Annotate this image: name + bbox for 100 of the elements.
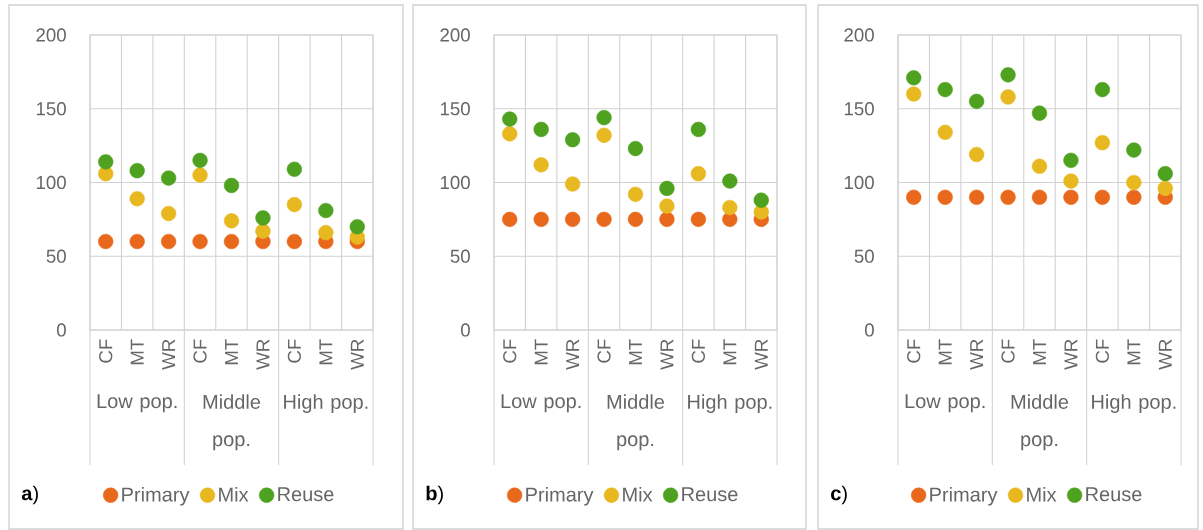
point <box>969 93 985 109</box>
point <box>906 86 922 102</box>
point <box>1063 152 1079 168</box>
text: Middle pop. <box>607 394 665 451</box>
point <box>722 173 738 189</box>
point <box>1000 189 1016 205</box>
y-tick-label: 150 <box>844 102 874 116</box>
x-tick-label: WR <box>566 339 580 370</box>
legend-label: Reuse <box>1086 487 1142 502</box>
point <box>659 211 675 227</box>
y-tick-label: 200 <box>36 28 66 42</box>
point <box>255 210 271 226</box>
point <box>1126 142 1142 158</box>
point <box>192 152 208 168</box>
x-tick-label: CF <box>287 339 301 363</box>
legend-label: Reuse <box>278 487 334 502</box>
point <box>1157 166 1173 182</box>
point <box>969 146 985 163</box>
point <box>627 211 644 227</box>
point <box>223 233 240 250</box>
legend-label: Primary <box>122 486 190 506</box>
point <box>937 124 953 140</box>
point <box>318 225 334 241</box>
legend-label: Primary <box>930 486 998 506</box>
point <box>969 189 985 205</box>
legend-label: Mix <box>219 486 249 502</box>
point <box>627 140 644 157</box>
x-tick-label: WR <box>754 339 768 370</box>
point <box>596 127 612 143</box>
x-tick-label: MT <box>319 339 333 365</box>
x-tick-label: CF <box>1001 339 1015 363</box>
x-tick-label: CF <box>907 339 921 363</box>
point <box>223 213 240 229</box>
x-tick-label: CF <box>99 339 113 363</box>
text: Low pop. <box>905 394 985 413</box>
text: High pop. <box>284 394 368 413</box>
point <box>627 186 644 202</box>
point <box>98 154 114 170</box>
x-tick-label: CF <box>691 339 705 363</box>
point <box>502 211 518 227</box>
point <box>906 70 922 86</box>
point <box>533 157 549 173</box>
point <box>596 109 612 126</box>
y-tick-label: 150 <box>440 102 470 116</box>
x-tick-label: WR <box>1158 339 1172 370</box>
text: Middle pop. <box>1011 394 1069 451</box>
x-tick-label: MT <box>629 339 642 365</box>
x-tick-label: WR <box>256 339 270 370</box>
point <box>533 211 549 227</box>
text: c) <box>831 485 847 505</box>
x-tick-label: MT <box>534 339 548 365</box>
y-tick-label: 100 <box>844 175 874 190</box>
point <box>722 199 738 216</box>
point <box>502 111 518 127</box>
x-tick-label: WR <box>660 339 674 370</box>
point <box>596 211 612 227</box>
point <box>223 177 240 194</box>
point <box>937 81 953 98</box>
y-tick-label: 200 <box>440 28 470 42</box>
point <box>255 223 271 239</box>
point <box>1000 89 1016 105</box>
y-tick-label: 100 <box>440 175 470 190</box>
point <box>286 197 302 213</box>
y-tick-label: 150 <box>36 102 66 116</box>
point <box>161 170 177 186</box>
x-tick-label: MT <box>225 339 238 365</box>
text: b) <box>426 485 443 505</box>
point <box>1031 158 1048 174</box>
point <box>1094 189 1110 205</box>
y-tick-label: 0 <box>56 323 66 337</box>
point <box>1031 105 1048 121</box>
x-tick-label: WR <box>162 339 176 370</box>
legend-label: Reuse <box>682 487 738 502</box>
point <box>906 189 922 205</box>
point <box>502 126 518 142</box>
x-tick-label: CF <box>597 339 611 363</box>
point <box>1000 67 1016 83</box>
x-tick-label: WR <box>350 339 364 370</box>
x-tick-label: WR <box>1064 339 1078 370</box>
x-tick-label: CF <box>193 339 207 363</box>
point <box>161 205 177 222</box>
x-tick-label: MT <box>723 339 737 365</box>
point <box>1157 180 1173 196</box>
point <box>1063 173 1079 189</box>
point <box>690 166 706 182</box>
point <box>98 233 114 250</box>
point <box>129 163 145 179</box>
x-tick-label: MT <box>1127 339 1141 365</box>
text: Low pop. <box>501 394 581 413</box>
point <box>690 121 706 137</box>
point <box>1094 81 1110 98</box>
point <box>565 132 581 148</box>
point <box>1031 189 1048 205</box>
y-tick-label: 0 <box>460 323 470 337</box>
point <box>286 233 302 250</box>
point <box>565 211 581 227</box>
y-tick-label: 50 <box>854 249 874 263</box>
point <box>1063 189 1079 205</box>
point <box>1126 189 1142 205</box>
point <box>533 121 549 137</box>
